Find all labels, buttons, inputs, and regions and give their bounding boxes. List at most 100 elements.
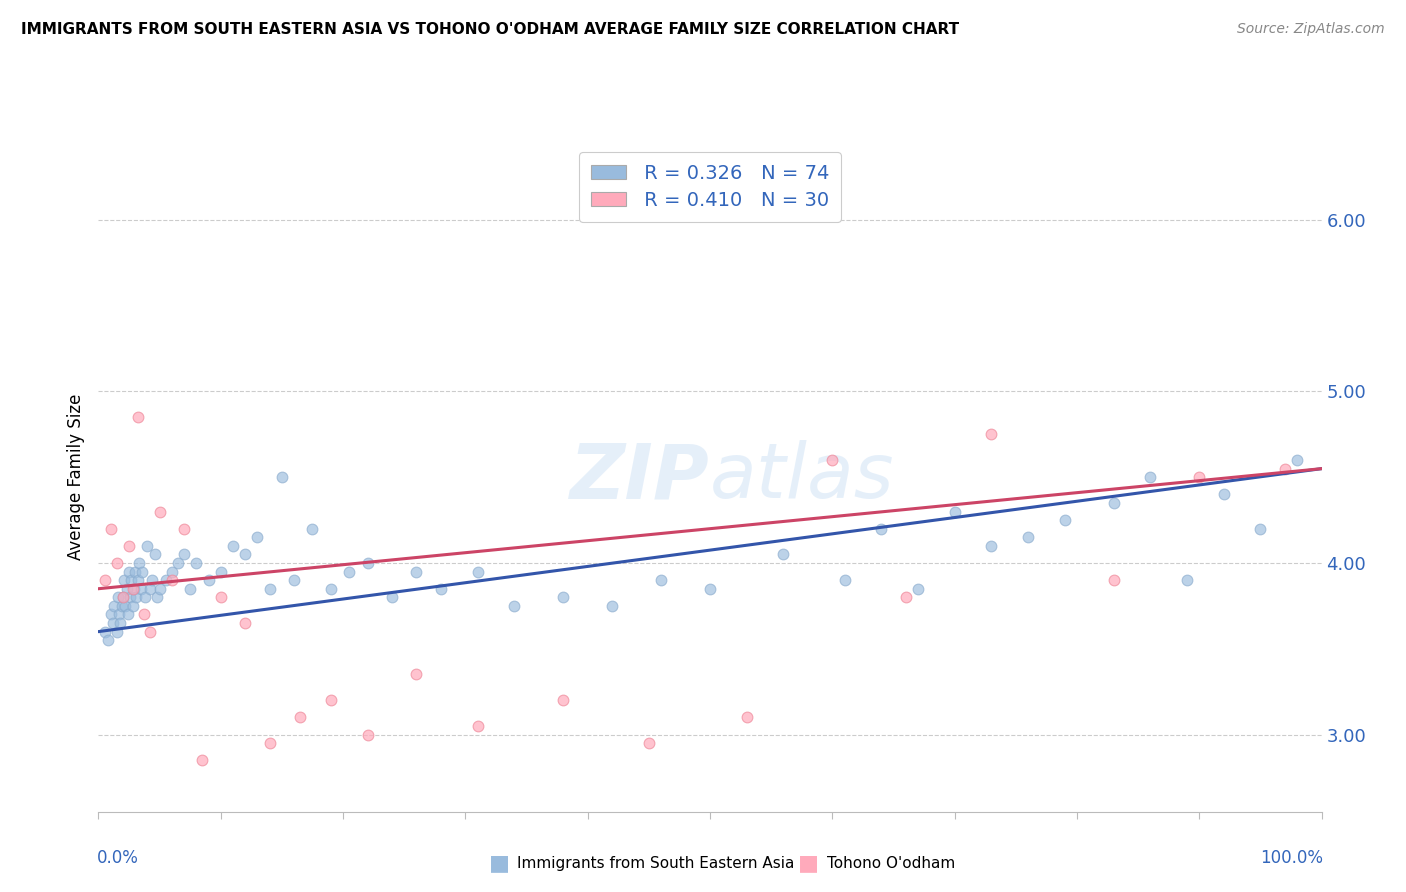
Point xyxy=(141,573,163,587)
Point xyxy=(301,522,323,536)
Point xyxy=(246,530,269,544)
Point xyxy=(134,591,156,605)
Point xyxy=(117,607,139,622)
Point xyxy=(121,582,143,596)
Point xyxy=(120,591,142,605)
Point xyxy=(149,582,172,596)
Point xyxy=(105,624,128,639)
Point xyxy=(118,565,141,579)
Point xyxy=(111,591,134,605)
Point xyxy=(381,591,404,605)
Point xyxy=(107,591,129,605)
Text: 100.0%: 100.0% xyxy=(1260,849,1323,867)
Text: Tohono O'odham: Tohono O'odham xyxy=(827,856,955,871)
Point xyxy=(129,582,152,596)
Point xyxy=(1212,487,1234,501)
Point xyxy=(405,565,427,579)
Point xyxy=(128,556,150,570)
Point xyxy=(121,599,143,613)
Point xyxy=(1053,513,1076,527)
Point xyxy=(124,565,146,579)
Point xyxy=(1175,573,1198,587)
Point xyxy=(735,710,758,724)
Point xyxy=(173,548,195,562)
Point xyxy=(1139,470,1161,484)
Point xyxy=(120,573,142,587)
Point xyxy=(319,693,342,707)
Point xyxy=(93,573,115,587)
Point xyxy=(553,591,575,605)
Point xyxy=(1249,522,1271,536)
Point xyxy=(283,573,305,587)
Point xyxy=(197,573,219,587)
Point xyxy=(139,582,162,596)
Point xyxy=(233,548,256,562)
Point xyxy=(980,539,1002,553)
Point xyxy=(118,539,141,553)
Point xyxy=(1274,461,1296,475)
Point xyxy=(179,582,201,596)
Point xyxy=(821,453,844,467)
Point xyxy=(110,615,132,630)
Point xyxy=(356,727,378,741)
Text: atlas: atlas xyxy=(710,441,894,514)
Point xyxy=(160,573,183,587)
Point xyxy=(1188,470,1211,484)
Point xyxy=(233,615,256,630)
Text: ZIP: ZIP xyxy=(571,441,710,514)
Point xyxy=(131,565,153,579)
Point xyxy=(100,607,122,622)
Point xyxy=(319,582,342,596)
Point xyxy=(467,719,489,733)
Point xyxy=(160,565,183,579)
Point xyxy=(143,548,166,562)
Point xyxy=(337,565,360,579)
Point xyxy=(943,504,966,518)
Point xyxy=(136,539,159,553)
Point xyxy=(637,736,661,750)
Point xyxy=(191,753,214,767)
Point xyxy=(870,522,893,536)
Point xyxy=(139,624,162,639)
Point xyxy=(127,410,149,425)
Point xyxy=(111,599,134,613)
Point xyxy=(600,599,623,613)
Point xyxy=(772,548,794,562)
Point xyxy=(290,710,312,724)
Text: ■: ■ xyxy=(489,854,509,873)
Legend:  R = 0.326   N = 74,  R = 0.410   N = 30: R = 0.326 N = 74, R = 0.410 N = 30 xyxy=(579,153,841,221)
Point xyxy=(503,599,526,613)
Point xyxy=(173,522,195,536)
Point xyxy=(111,591,134,605)
Point xyxy=(97,633,120,648)
Point xyxy=(1102,496,1125,510)
Point xyxy=(222,539,245,553)
Point xyxy=(894,591,917,605)
Point xyxy=(155,573,177,587)
Point xyxy=(93,624,115,639)
Point xyxy=(259,736,281,750)
Point xyxy=(186,556,208,570)
Text: ■: ■ xyxy=(799,854,818,873)
Point xyxy=(1286,453,1309,467)
Text: 0.0%: 0.0% xyxy=(97,849,139,867)
Point xyxy=(980,427,1002,442)
Point xyxy=(112,573,135,587)
Point xyxy=(108,607,131,622)
Point xyxy=(699,582,721,596)
Point xyxy=(405,667,427,681)
Point xyxy=(114,599,136,613)
Point xyxy=(1102,573,1125,587)
Point xyxy=(553,693,575,707)
Point xyxy=(834,573,856,587)
Point xyxy=(115,582,138,596)
Point xyxy=(105,556,128,570)
Point xyxy=(356,556,378,570)
Text: Immigrants from South Eastern Asia: Immigrants from South Eastern Asia xyxy=(517,856,794,871)
Point xyxy=(101,615,124,630)
Point xyxy=(100,522,122,536)
Point xyxy=(209,591,232,605)
Point xyxy=(1017,530,1039,544)
Point xyxy=(122,582,145,596)
Text: IMMIGRANTS FROM SOUTH EASTERN ASIA VS TOHONO O'ODHAM AVERAGE FAMILY SIZE CORRELA: IMMIGRANTS FROM SOUTH EASTERN ASIA VS TO… xyxy=(21,22,959,37)
